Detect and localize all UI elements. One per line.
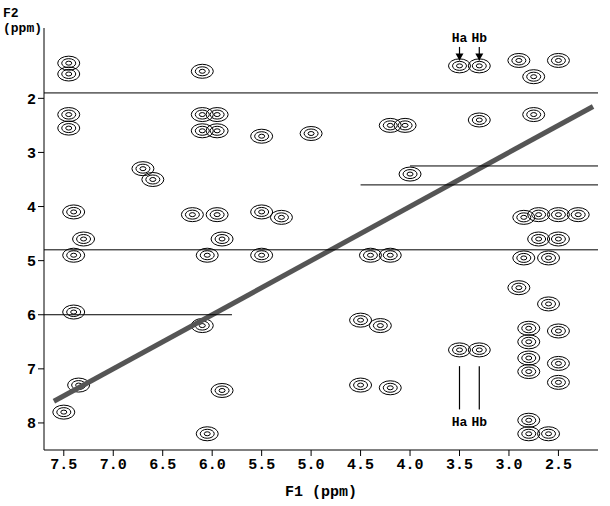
- svg-text:5.0: 5.0: [298, 457, 325, 474]
- svg-text:2.5: 2.5: [545, 457, 572, 474]
- svg-text:4: 4: [27, 200, 36, 217]
- svg-text:6: 6: [27, 308, 36, 325]
- svg-text:7: 7: [27, 362, 36, 379]
- svg-text:Ha: Ha: [452, 415, 468, 430]
- svg-text:2: 2: [27, 92, 36, 109]
- svg-text:7.5: 7.5: [50, 457, 77, 474]
- svg-text:Hb: Hb: [471, 415, 487, 430]
- svg-text:F1 (ppm): F1 (ppm): [285, 484, 357, 501]
- svg-text:6.0: 6.0: [199, 457, 226, 474]
- svg-text:8: 8: [27, 416, 36, 433]
- svg-text:3.5: 3.5: [446, 457, 473, 474]
- html-text:(ppm): (ppm): [3, 21, 42, 36]
- svg-text:Hb: Hb: [471, 31, 487, 46]
- svg-text:6.5: 6.5: [149, 457, 176, 474]
- svg-text:5.5: 5.5: [248, 457, 275, 474]
- svg-text:7.0: 7.0: [100, 457, 127, 474]
- svg-text:5: 5: [27, 254, 36, 271]
- svg-text:Ha: Ha: [452, 31, 468, 46]
- html-text:F2: F2: [3, 6, 19, 21]
- svg-text:4.5: 4.5: [347, 457, 374, 474]
- svg-text:3.0: 3.0: [495, 457, 522, 474]
- svg-text:4.0: 4.0: [397, 457, 424, 474]
- svg-text:3: 3: [27, 146, 36, 163]
